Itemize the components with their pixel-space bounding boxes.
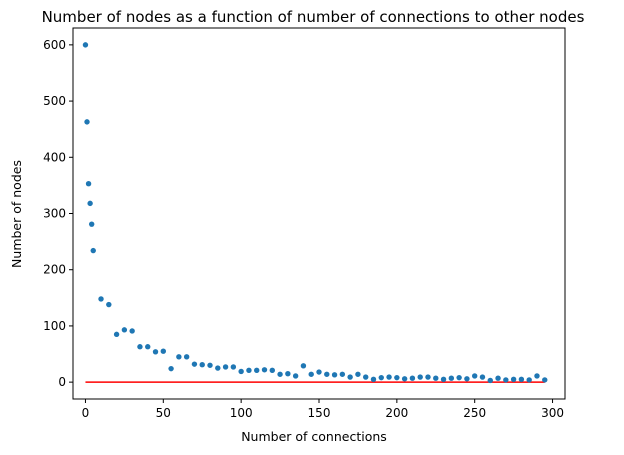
- y-tick-label: 100: [43, 319, 66, 333]
- axes-frame: [72, 27, 566, 400]
- data-point: [487, 377, 493, 384]
- data-point: [207, 362, 213, 368]
- data-point: [448, 375, 455, 381]
- data-point: [254, 367, 260, 374]
- plot-area: [82, 42, 548, 384]
- data-point: [121, 327, 128, 333]
- data-point: [339, 371, 346, 377]
- x-tick-label: 0: [82, 406, 90, 420]
- data-point: [386, 374, 392, 380]
- data-point: [464, 376, 470, 382]
- data-point: [526, 377, 532, 383]
- data-point: [238, 368, 244, 375]
- data-point: [355, 371, 361, 377]
- data-point: [84, 119, 90, 125]
- data-point: [106, 301, 112, 308]
- data-point: [82, 42, 89, 48]
- data-point: [285, 371, 291, 377]
- data-point: [160, 348, 167, 354]
- data-point: [129, 328, 135, 334]
- data-point: [394, 374, 400, 381]
- data-point: [363, 374, 369, 380]
- data-point: [230, 364, 237, 370]
- data-point: [90, 247, 96, 254]
- data-point: [292, 373, 299, 379]
- data-point: [85, 181, 92, 187]
- y-tick-label: 400: [43, 150, 66, 164]
- data-point: [137, 344, 143, 350]
- y-axis-label: Number of nodes: [9, 160, 24, 268]
- y-tick-label: 500: [43, 94, 66, 108]
- data-point: [316, 369, 322, 375]
- y-tick-label: 600: [43, 38, 66, 52]
- data-point: [168, 365, 174, 372]
- data-point: [534, 373, 540, 379]
- data-point: [479, 374, 486, 380]
- data-point: [456, 374, 462, 381]
- data-point: [510, 376, 517, 383]
- data-point: [495, 375, 501, 381]
- x-tick-label: 300: [541, 406, 564, 420]
- data-point: [176, 354, 182, 360]
- data-point: [324, 371, 330, 377]
- data-point: [542, 377, 548, 383]
- data-point: [425, 374, 431, 380]
- y-axis: 0 100 200 300 400 500 600: [43, 38, 73, 389]
- data-point: [347, 374, 353, 380]
- y-tick-label: 200: [43, 263, 66, 277]
- data-point: [87, 200, 93, 207]
- data-point: [199, 362, 205, 368]
- data-point: [518, 376, 525, 383]
- y-tick-label: 0: [58, 375, 66, 389]
- data-point: [300, 363, 307, 369]
- data-point: [215, 365, 221, 371]
- data-point: [308, 371, 314, 377]
- data-point: [183, 354, 190, 360]
- data-point: [145, 344, 151, 350]
- data-point: [503, 377, 509, 383]
- x-tick-label: 250: [463, 406, 486, 420]
- x-tick-label: 100: [230, 406, 253, 420]
- data-point: [440, 376, 447, 383]
- data-point: [269, 367, 275, 374]
- x-axis-label: Number of connections: [241, 429, 387, 444]
- data-point: [191, 361, 198, 367]
- data-point: [331, 372, 338, 378]
- data-point: [433, 375, 439, 381]
- data-point: [417, 374, 423, 380]
- x-tick-label: 200: [385, 406, 408, 420]
- x-tick-label: 50: [156, 406, 171, 420]
- data-point: [277, 371, 283, 377]
- data-point: [409, 375, 416, 381]
- chart-title: Number of nodes as a function of number …: [42, 8, 585, 26]
- data-point: [222, 364, 229, 370]
- data-point: [246, 367, 252, 374]
- data-point: [471, 373, 478, 379]
- y-tick-label: 300: [43, 207, 66, 221]
- x-tick-label: 150: [308, 406, 331, 420]
- data-point: [152, 349, 159, 355]
- data-point: [88, 221, 95, 227]
- data-point: [113, 331, 120, 338]
- data-point: [401, 376, 408, 382]
- data-point: [378, 374, 384, 381]
- data-point: [370, 376, 377, 383]
- data-point: [261, 367, 268, 373]
- x-axis: 0 50 100 150 200 250 300: [82, 399, 564, 420]
- data-point: [98, 296, 104, 302]
